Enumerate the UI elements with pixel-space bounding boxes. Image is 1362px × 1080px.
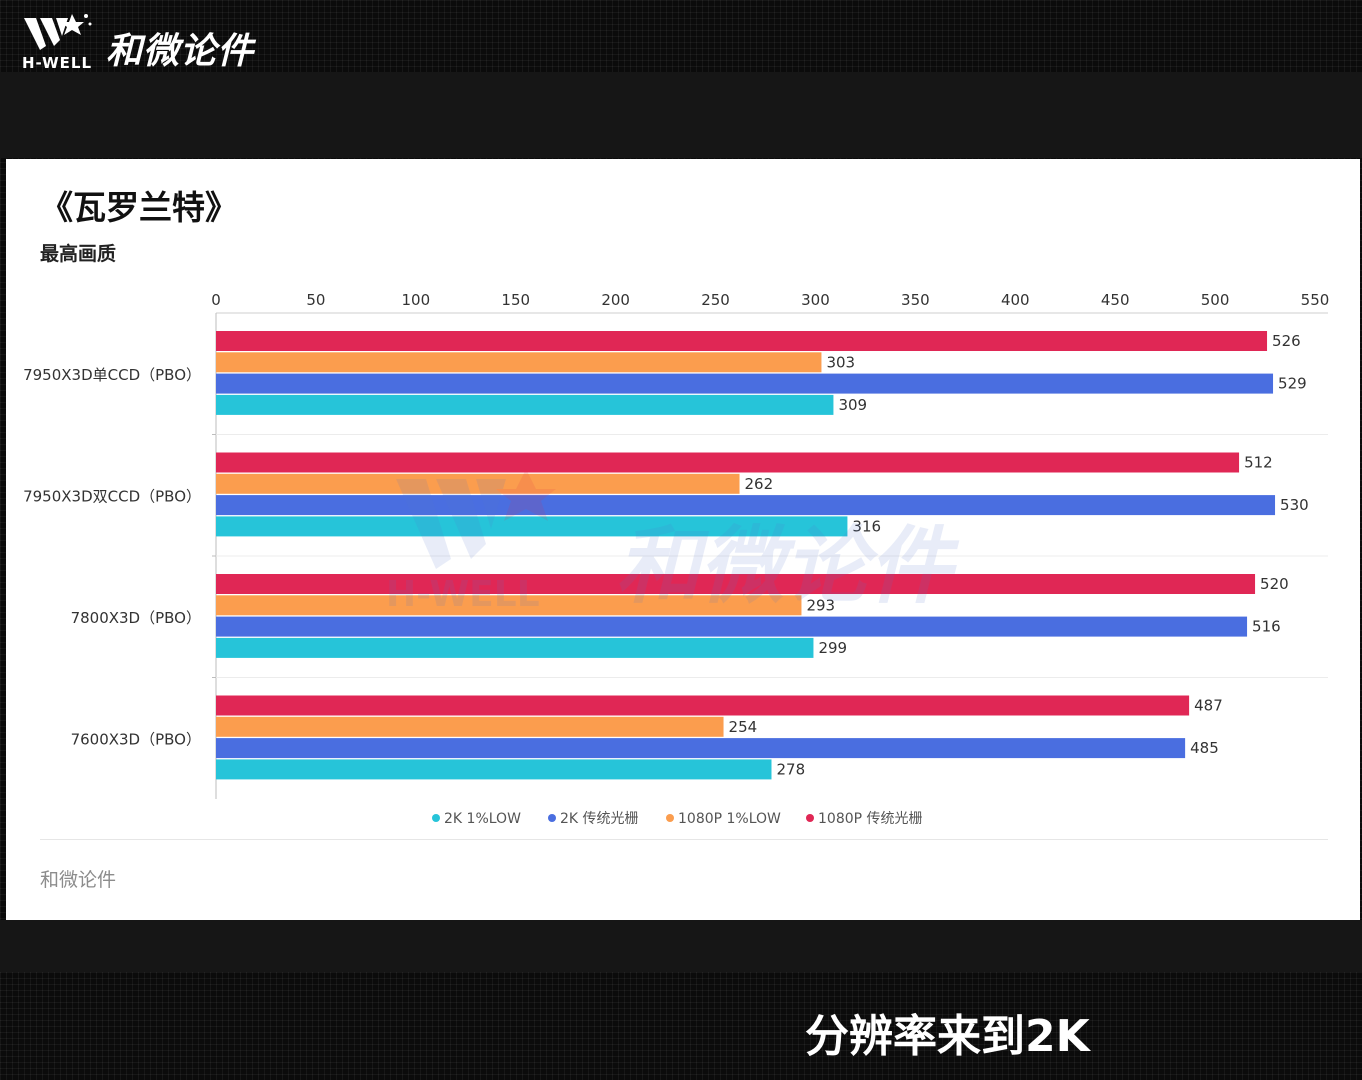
bar	[216, 373, 1274, 394]
legend-item: 2K 传统光栅	[560, 811, 639, 827]
bar	[216, 394, 834, 415]
bar	[216, 738, 1186, 759]
bar-value-label: 309	[838, 396, 867, 414]
bar-value-label: 303	[826, 353, 855, 371]
legend-item: 2K 1%LOW	[444, 811, 521, 827]
logo-mark-icon	[24, 14, 92, 50]
x-tick-label: 50	[306, 291, 325, 309]
legend-item: 1080P 传统光栅	[818, 811, 923, 827]
bar	[216, 516, 848, 537]
x-tick-label: 250	[701, 291, 730, 309]
bar-value-label: 293	[806, 596, 835, 614]
category-label: 7950X3D单CCD（PBO）	[23, 366, 201, 384]
bar	[216, 473, 740, 494]
category-label: 7800X3D（PBO）	[71, 609, 201, 627]
brand-logo: H-WELL 和微论件	[20, 10, 270, 72]
footer-source: 和微论件	[40, 869, 117, 891]
chart-subtitle: 最高画质	[40, 243, 117, 265]
x-tick-label: 200	[601, 291, 630, 309]
footer-band	[0, 920, 1362, 972]
bar	[216, 616, 1248, 637]
bar-value-label: 520	[1260, 575, 1289, 593]
x-tick-label: 550	[1301, 291, 1330, 309]
bar	[216, 495, 1276, 516]
bar-value-label: 526	[1272, 332, 1301, 350]
bar-value-label: 278	[776, 760, 805, 778]
bar-value-label: 530	[1280, 496, 1309, 514]
footer-divider	[40, 839, 1328, 840]
x-tick-label: 350	[901, 291, 930, 309]
bar	[216, 716, 724, 737]
bar-value-label: 316	[852, 517, 881, 535]
video-caption: 分辨率来到2K	[805, 1011, 1090, 1062]
bar	[216, 595, 802, 616]
bar-value-label: 262	[745, 475, 774, 493]
bar	[216, 331, 1268, 351]
bar	[216, 759, 772, 780]
legend-marker	[548, 814, 556, 822]
chart-title: 《瓦罗兰特》	[40, 188, 238, 227]
bar	[216, 452, 1240, 473]
bar-value-label: 512	[1244, 454, 1273, 472]
legend-marker	[806, 814, 814, 822]
legend-marker	[666, 814, 674, 822]
x-tick-label: 150	[501, 291, 530, 309]
x-tick-label: 400	[1001, 291, 1030, 309]
chart-card: 《瓦罗兰特》 最高画质 0 50 100 150 200 250 300 350 400 450 5…	[6, 159, 1360, 920]
x-tick-label: 450	[1101, 291, 1130, 309]
bar-value-label: 299	[818, 639, 847, 657]
x-tick-label: 100	[401, 291, 430, 309]
bar-value-label: 529	[1278, 375, 1307, 393]
header-band	[0, 72, 1362, 158]
legend-marker	[432, 814, 440, 822]
bar-chart: 0 50 100 150 200 250 300 350 400 450 500 550 7950X3D…	[23, 291, 1330, 827]
bar	[216, 574, 1256, 594]
x-tick-label: 0	[211, 291, 221, 309]
bar	[216, 695, 1190, 716]
bar-value-label: 254	[729, 718, 758, 736]
bar-value-label: 485	[1190, 739, 1219, 757]
legend-item: 1080P 1%LOW	[678, 811, 781, 827]
bar-value-label: 487	[1194, 697, 1223, 715]
brand-name: 和微论件	[106, 31, 255, 72]
x-tick-label: 300	[801, 291, 830, 309]
category-label: 7950X3D双CCD（PBO）	[23, 487, 201, 505]
brand-sub: H-WELL	[22, 54, 93, 72]
x-tick-label: 500	[1201, 291, 1230, 309]
category-label: 7600X3D（PBO）	[71, 730, 201, 748]
bar	[216, 352, 822, 373]
bar	[216, 637, 814, 658]
bar-value-label: 516	[1252, 618, 1281, 636]
